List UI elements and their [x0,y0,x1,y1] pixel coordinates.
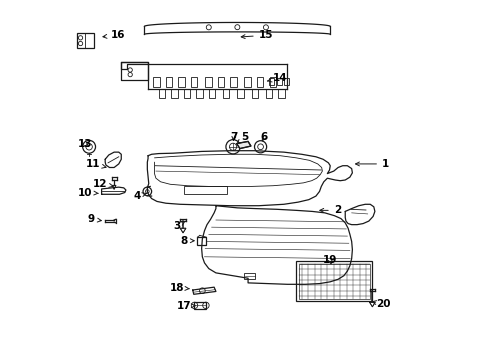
Text: 10: 10 [78,188,98,198]
Text: 16: 16 [103,30,124,40]
Bar [237,89,244,98]
Text: 1: 1 [355,159,388,169]
Text: 4: 4 [133,191,146,201]
Bar [205,77,211,87]
Bar [244,273,255,279]
Bar [165,77,172,87]
Bar [283,78,288,85]
Text: 6: 6 [260,132,267,142]
Bar [77,33,94,48]
Text: 8: 8 [180,236,194,246]
Text: 15: 15 [241,30,273,40]
Bar [244,77,250,87]
Bar [257,77,263,87]
Bar [197,237,206,245]
Bar [183,89,190,98]
Bar [278,89,285,98]
Polygon shape [236,141,250,149]
Text: 2: 2 [319,205,340,215]
Text: 13: 13 [78,139,93,149]
Bar [276,78,282,85]
Polygon shape [180,228,185,233]
Bar [208,89,215,98]
Bar [183,186,226,194]
Text: 12: 12 [92,179,113,189]
Polygon shape [369,302,374,307]
Polygon shape [112,185,116,189]
Text: 3: 3 [173,221,185,231]
Text: 17: 17 [176,301,195,311]
Text: 14: 14 [267,73,287,83]
Text: 7: 7 [230,132,237,142]
Bar [268,78,274,85]
Bar [159,89,165,98]
Bar [298,264,369,299]
Bar [196,89,203,98]
Text: 18: 18 [169,283,189,293]
Text: 19: 19 [323,255,337,265]
Text: 20: 20 [372,299,390,309]
Bar [251,89,258,98]
Bar [171,89,177,98]
Text: 9: 9 [87,214,101,224]
Bar [230,77,236,87]
Text: 5: 5 [237,132,247,144]
Text: 11: 11 [85,159,106,169]
Bar [296,261,371,301]
Bar [190,77,197,87]
Bar [178,77,184,87]
Bar [217,77,224,87]
Bar [265,89,272,98]
Bar [153,77,160,87]
Bar [269,77,275,87]
Bar [223,89,229,98]
Bar [194,302,205,309]
